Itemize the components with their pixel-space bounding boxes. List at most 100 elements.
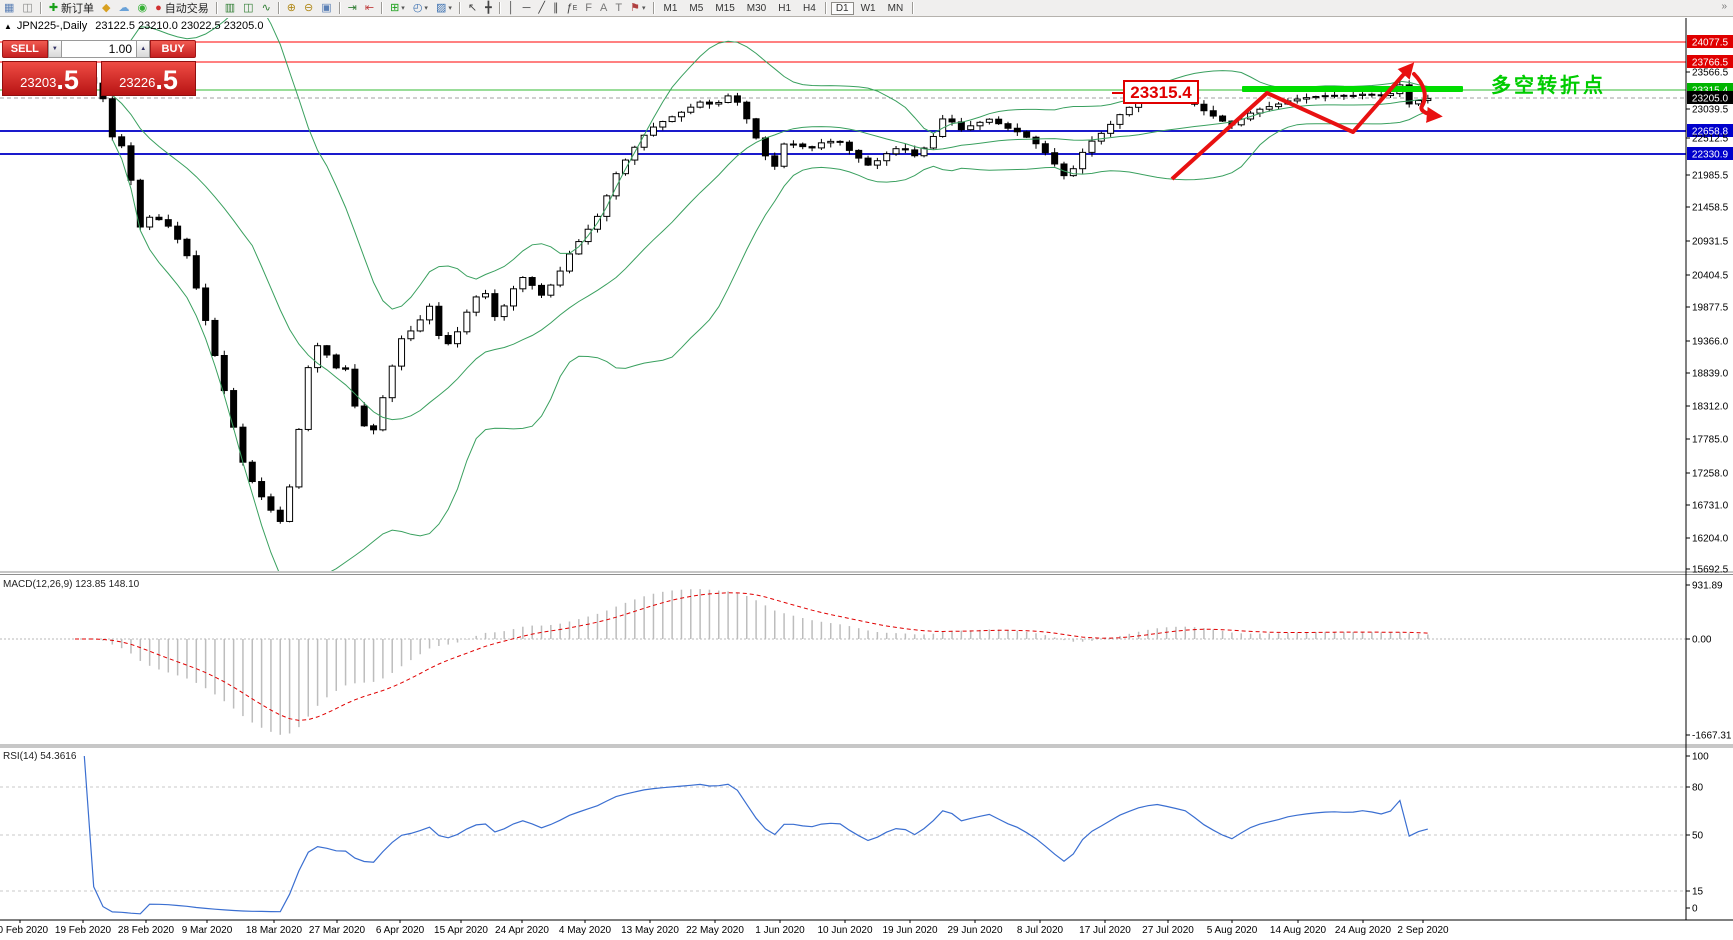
styler-icon: ◆ [102,1,111,14]
buy-button[interactable]: BUY [150,40,196,58]
rsi-scale-label: 15 [1692,887,1704,898]
time-axis-label: 10 Feb 2020 [0,925,49,936]
time-axis-label: 10 Jun 2020 [817,925,872,936]
price-badge-24077.5 [1687,35,1733,48]
timeframe-m1-button[interactable]: M1 [663,2,678,14]
price-scale-label: 16204.0 [1692,534,1729,545]
templates-button[interactable]: ▨ ▾ [432,1,456,16]
time-axis-label: 27 Mar 2020 [309,925,366,936]
timeframe-m15-button[interactable]: M15 [715,2,735,14]
crosshair-button: ╋ [485,1,492,14]
price-scale-label: 21985.5 [1692,171,1729,182]
buy-price-main: 23226 [119,75,156,90]
periods-button-dropdown-icon[interactable]: ▾ [424,5,428,12]
sell-button[interactable]: SELL [2,40,48,58]
sell-price-main: 23203 [20,75,57,90]
autotrading-button: ● [155,1,162,14]
vertical-line-button[interactable]: │ [504,1,519,16]
templates-button: ▨ [435,1,447,14]
candlestick-mode-button[interactable]: ◫ [239,1,257,16]
trendline-button[interactable]: ╱ [534,1,549,16]
chart-window-icon[interactable]: ▦ [0,1,18,16]
ohlc-values: 23122.5 23210.0 23022.5 23205.0 [95,20,264,32]
signals-icon[interactable]: ◉ [134,1,152,16]
price-scale-label: 16731.0 [1692,501,1729,512]
time-axis-label: 15 Apr 2020 [434,925,488,936]
line-chart-mode-button[interactable]: ∿ [258,1,275,16]
tile-windows-button[interactable]: ▣ [317,1,335,16]
price-scale-label: 19877.5 [1692,303,1729,314]
periods-button[interactable]: ◴ ▾ [409,1,432,16]
fibo-expansion-button[interactable]: F [581,1,596,16]
templates-button-dropdown-icon[interactable]: ▾ [448,5,452,12]
new-order-button-label: 新订单 [61,3,95,15]
indicators-button[interactable]: ⊞ ▾ [386,1,409,16]
bollinger-lower-band [111,110,1428,571]
price-annotation-box[interactable] [1123,80,1199,104]
time-axis-label: 19 Jun 2020 [882,925,937,936]
chart-canvas[interactable]: 23315.4多空转折点24077.523766.523566.523315.4… [0,17,1733,940]
indicators-button-dropdown-icon[interactable]: ▾ [401,5,405,12]
zoom-out-button[interactable]: ⊖ [300,1,317,16]
autotrading-button[interactable]: ● 自动交易 [151,1,213,16]
price-scale-label: 22512.5 [1692,134,1729,145]
cloud-icon[interactable]: ☁ [115,1,134,16]
time-axis-label: 28 Feb 2020 [118,925,175,936]
symbol-period-label: JPN225-,Daily [16,20,88,32]
timeframe-mn-button[interactable]: MN [887,2,904,14]
price-scale-label: 17258.0 [1692,469,1729,480]
new-order-button: ✚ [48,1,59,14]
auto-scroll-button[interactable]: ⇤ [361,1,378,16]
chart-shift-button[interactable]: ⇥ [344,1,361,16]
text-label-button: A [600,1,608,14]
volume-input[interactable] [62,40,136,58]
fibonacci-button: ƒ [566,1,573,14]
text-box-button[interactable]: T [611,1,626,16]
channel-button[interactable]: ∥ [549,1,563,16]
data-window-icon[interactable]: ◫ [18,1,36,16]
sell-price-display[interactable]: 23203.5 [2,61,97,96]
timeframe-w1-button[interactable]: W1 [860,2,876,14]
reversal-down-arrow[interactable] [1412,72,1443,123]
pivot-thick-line[interactable] [1242,86,1463,92]
macd-scale-label: -1667.31 [1692,731,1732,742]
price-scale-label: 20931.5 [1692,237,1729,248]
macd-scale-label: 931.89 [1692,581,1723,592]
toolbar-separator [912,2,915,14]
arrows-button[interactable]: ⚑ ▾ [626,1,649,16]
cursor-button: ↖ [467,1,478,14]
new-order-button[interactable]: ✚ 新订单 [45,1,98,16]
rsi-scale-label: 0 [1692,904,1698,915]
bar-chart-mode-button[interactable]: ▥ [221,1,239,16]
vertical-line-button: │ [507,1,515,14]
arrows-button-dropdown-icon[interactable]: ▾ [641,5,646,12]
price-scale-label: 17785.0 [1692,435,1729,446]
zigzag-trend-arrow[interactable] [1170,62,1415,181]
rsi-indicator-label: RSI(14) 54.3616 [3,751,77,762]
one-click-trading-panel: SELL ▼ ▲ BUY 23203.5 23226.5 [2,40,196,96]
chart-window-mini-icon: ▲ [4,22,12,31]
horizontal-line-button[interactable]: ─ [519,1,535,16]
time-axis-label: 2 Sep 2020 [1397,925,1449,936]
toolbar-separator [39,2,42,14]
volume-increase-button[interactable]: ▲ [136,40,151,58]
styler-icon[interactable]: ◆ [98,1,114,16]
macd-indicator-label: MACD(12,26,9) 123.85 148.10 [3,579,140,590]
toolbar-overflow-icon[interactable]: » [1721,1,1727,12]
volume-decrease-button[interactable]: ▼ [47,40,62,58]
timeframe-m5-button[interactable]: M5 [689,2,704,14]
toolbar-separator [458,2,461,14]
cursor-button[interactable]: ↖ [464,1,481,16]
zoom-in-button[interactable]: ⊕ [283,1,300,16]
timeframe-h1-button[interactable]: H1 [778,2,792,14]
timeframe-d1-button[interactable]: D1 [830,1,854,15]
timeframe-h4-button[interactable]: H4 [803,2,816,14]
crosshair-button[interactable]: ╋ [481,1,496,16]
timeframe-m30-button[interactable]: M30 [746,2,767,14]
text-label-button[interactable]: A [596,1,611,16]
time-axis-label: 8 Jul 2020 [1017,925,1064,936]
buy-price-display[interactable]: 23226.5 [101,61,196,96]
price-scale-label: 20404.5 [1692,271,1729,282]
price-badge-text: 23766.5 [1692,58,1729,69]
